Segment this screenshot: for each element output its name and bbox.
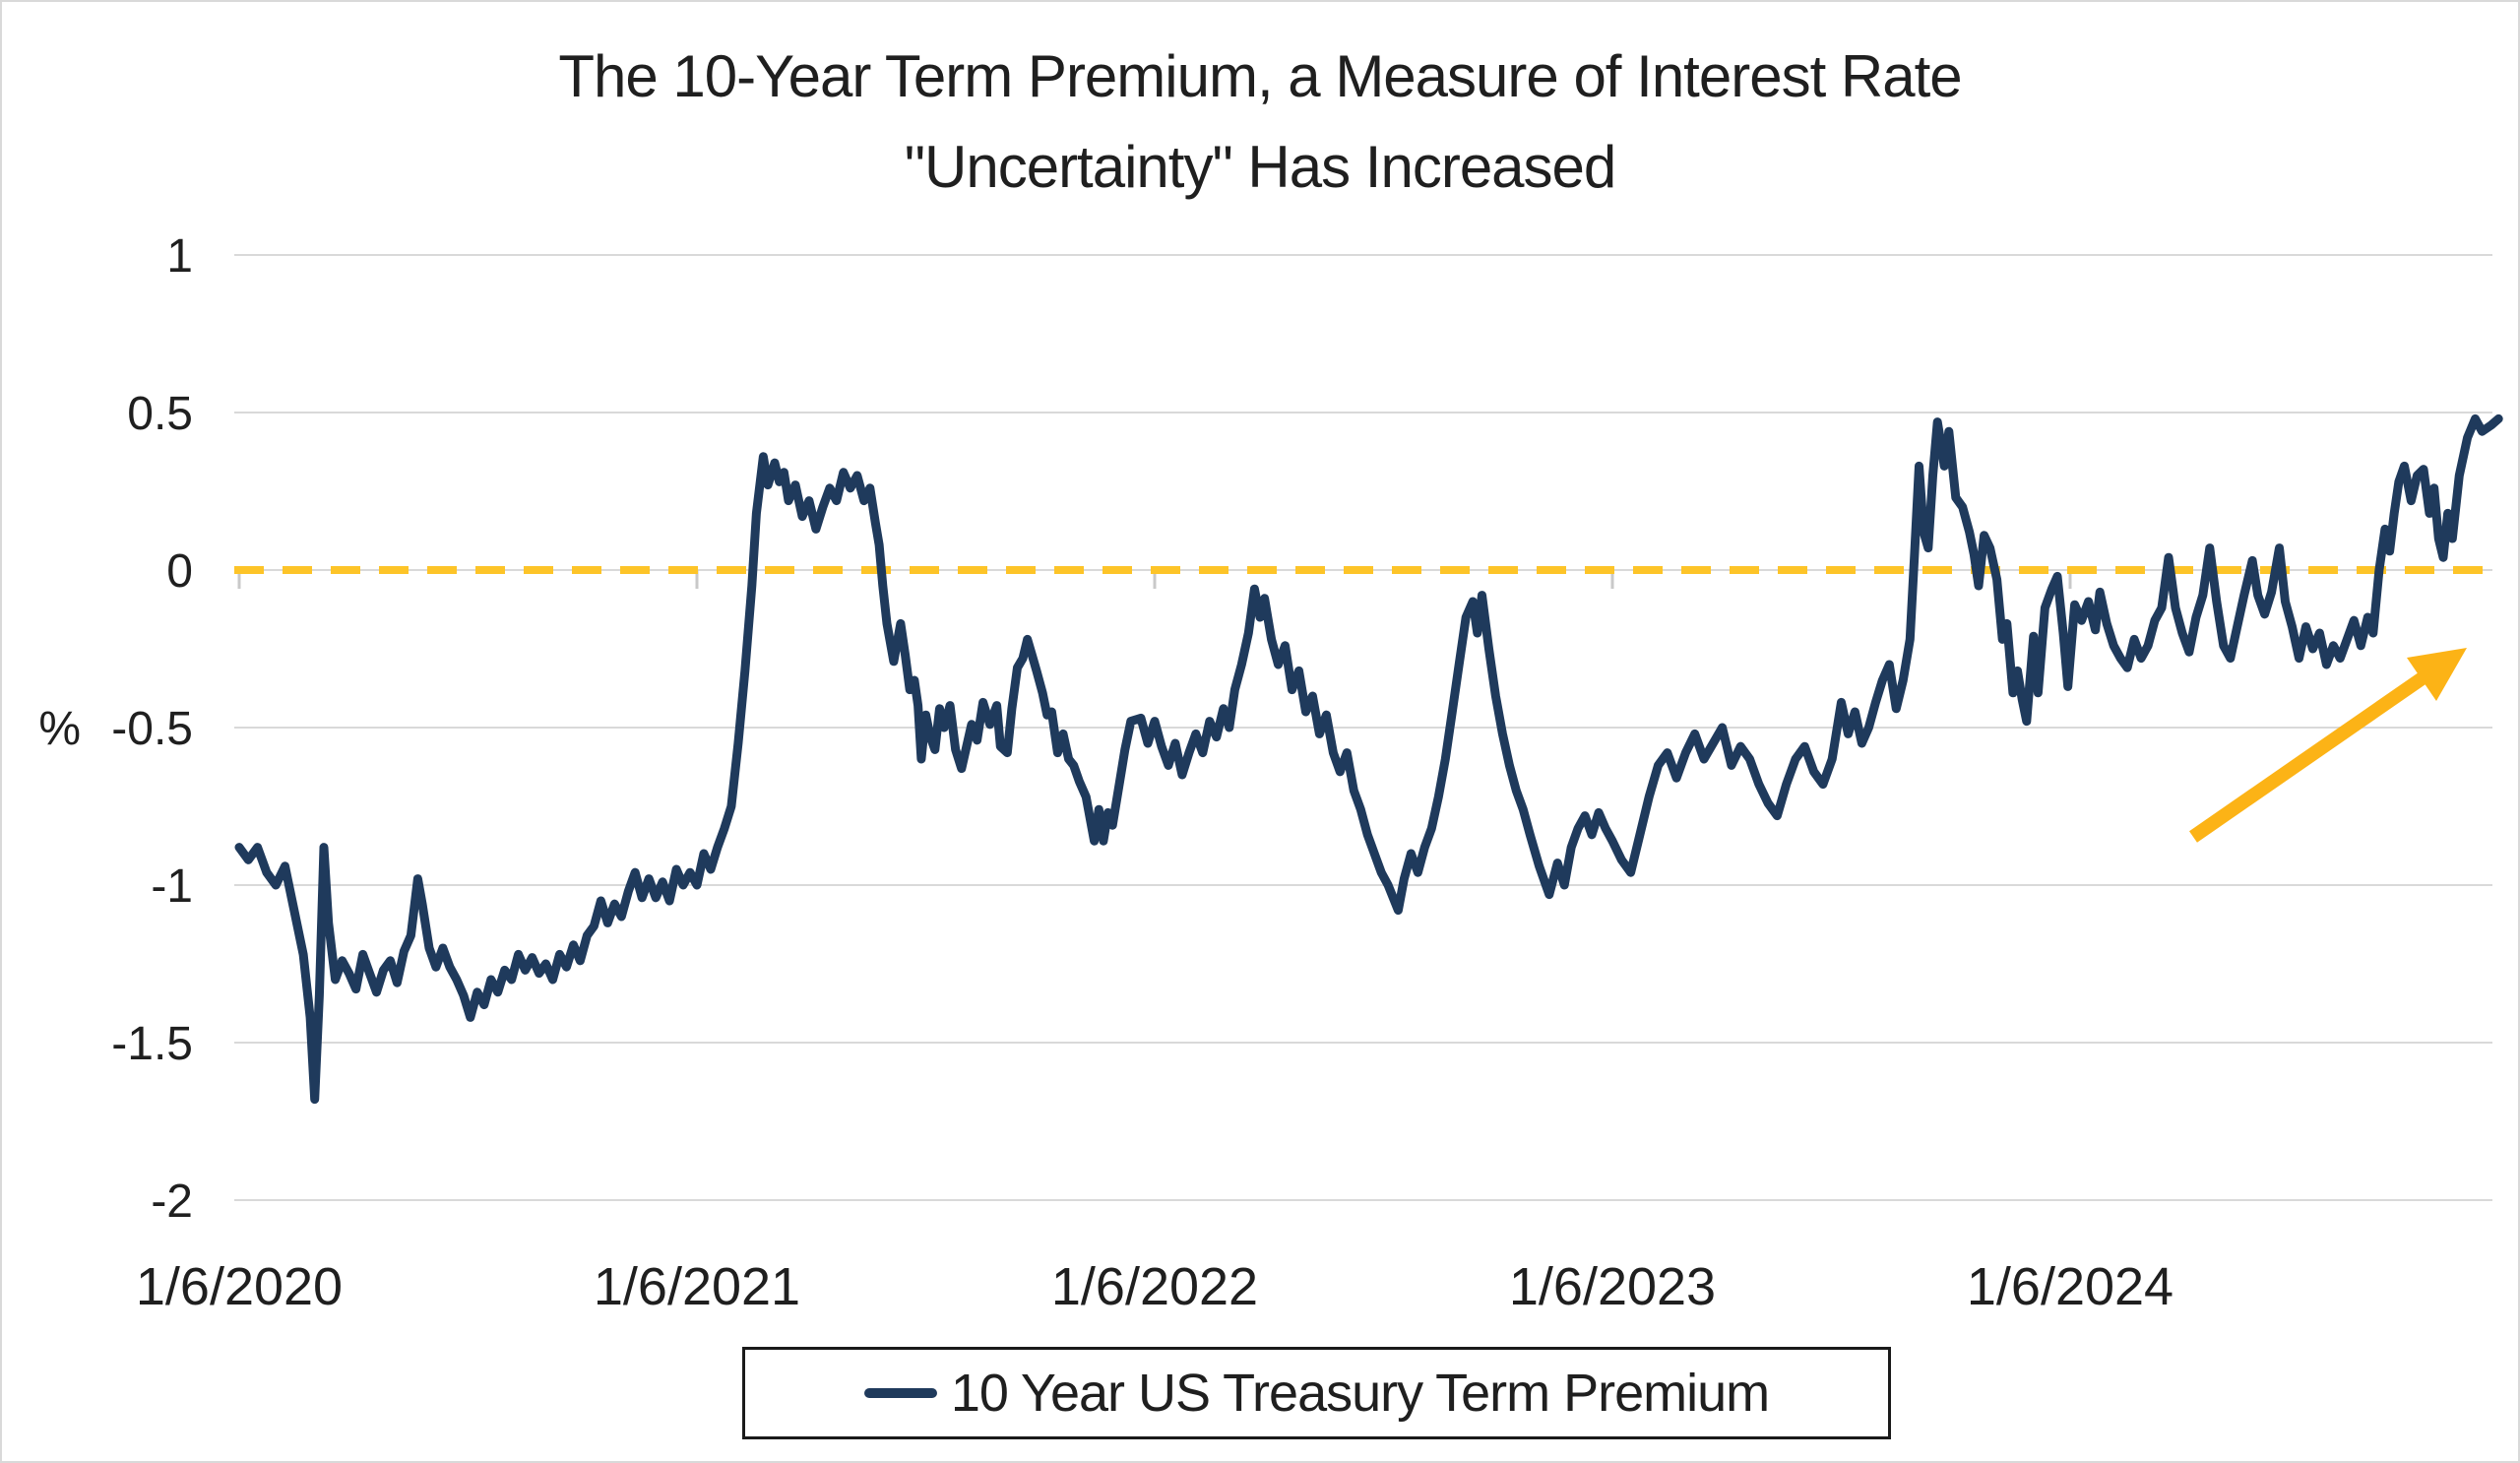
legend-line-swatch [863,1388,937,1398]
legend: 10 Year US Treasury Term Premium [742,1347,1891,1439]
y-axis-tick-label: 0 [166,545,193,598]
x-axis-tick-label: 1/6/2023 [1509,1257,1716,1316]
y-axis-tick-label: 1 [166,230,193,283]
y-axis-tick-label: -2 [151,1176,193,1228]
y-axis-tick-label: 0.5 [127,388,193,440]
arrow-head-icon [2407,648,2467,701]
x-axis-tick-label: 1/6/2020 [136,1257,343,1316]
legend-label: 10 Year US Treasury Term Premium [950,1364,1770,1423]
y-axis-tick-label: -1.5 [111,1018,193,1070]
term-premium-series-line [234,413,2503,1105]
x-axis-tick-label: 1/6/2022 [1051,1257,1258,1316]
chart-title: The 10-Year Term Premium, a Measure of I… [0,32,2520,213]
arrow-shaft [2189,671,2427,843]
y-axis-unit-label: % [38,703,81,755]
y-axis-tick-label: -1 [151,860,193,913]
chart-title-line1: The 10-Year Term Premium, a Measure of I… [558,43,1962,109]
x-axis-tick-label: 1/6/2021 [594,1257,800,1316]
x-axis-tick-label: 1/6/2024 [1967,1257,2174,1316]
chart-title-line2: "Uncertainty" Has Increased [904,134,1617,200]
y-axis-tick-label: -0.5 [111,703,193,755]
